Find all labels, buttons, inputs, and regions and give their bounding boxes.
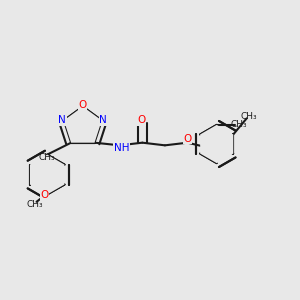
Text: NH: NH [114,143,129,153]
Text: CH₃: CH₃ [27,200,43,209]
Text: N: N [58,116,66,125]
Text: O: O [79,100,87,110]
Polygon shape [30,154,64,194]
Text: O: O [183,134,192,144]
Text: N: N [99,116,107,125]
Polygon shape [200,125,233,163]
Text: CH₃: CH₃ [38,153,55,162]
Text: CH₃: CH₃ [241,112,257,121]
Text: CH₃: CH₃ [230,120,247,129]
Text: O: O [40,190,49,200]
Text: O: O [137,115,145,125]
Polygon shape [64,106,102,143]
